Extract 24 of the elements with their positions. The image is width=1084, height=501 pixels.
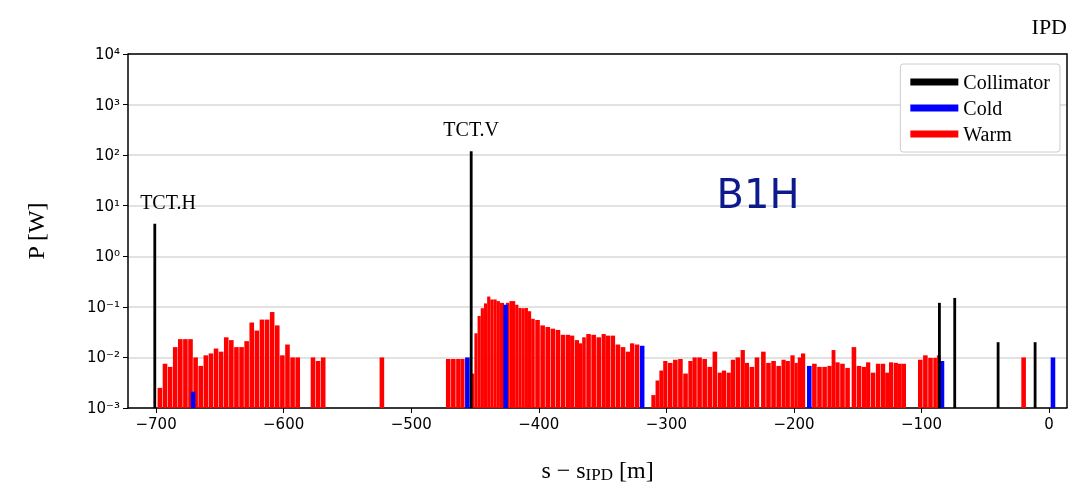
legend-label: Collimator xyxy=(963,71,1051,93)
x-tick-label: −400 xyxy=(518,414,560,433)
annotation: TCT.H xyxy=(140,190,196,213)
legend-label: Cold xyxy=(963,97,1003,119)
x-tick-label: −700 xyxy=(135,414,177,433)
x-tick-label: 0 xyxy=(1044,414,1054,433)
y-tick-label: 10¹ xyxy=(94,196,120,215)
x-tick-label: −500 xyxy=(390,414,432,433)
x-tick-label: −100 xyxy=(900,414,943,433)
y-tick-label: 10³ xyxy=(94,95,120,114)
y-tick-label: 10⁴ xyxy=(94,45,120,63)
y-tick-label: 10⁻¹ xyxy=(86,297,120,316)
y-tick-label: 10⁻² xyxy=(86,348,120,367)
y-tick-label: 10⁰ xyxy=(94,247,120,266)
chart-title: IPD xyxy=(1031,13,1067,39)
x-tick-label: −600 xyxy=(263,414,305,433)
y-axis-title: P [W] xyxy=(23,202,49,260)
annotation: TCT.V xyxy=(443,118,500,141)
x-tick-label: −200 xyxy=(773,414,815,433)
legend-label: Warm xyxy=(963,123,1013,145)
x-tick-label: −300 xyxy=(645,414,687,433)
y-tick-label: 10⁻³ xyxy=(86,399,120,417)
y-tick-label: 10² xyxy=(94,146,120,165)
annotation: B1H xyxy=(716,171,800,217)
